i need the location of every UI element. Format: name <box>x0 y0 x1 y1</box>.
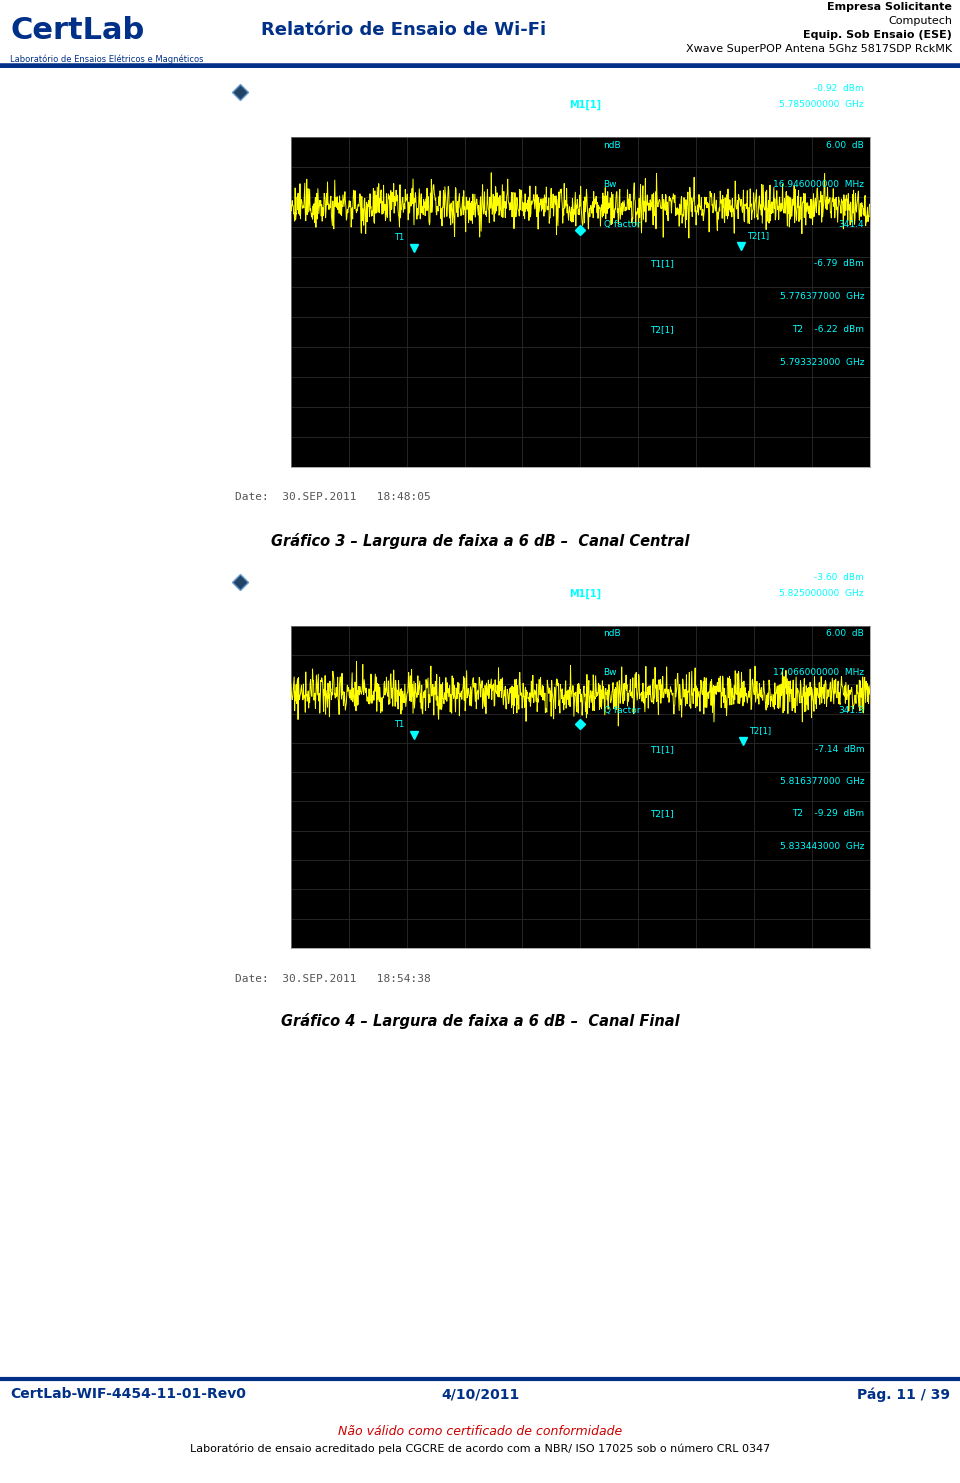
Text: Bw: Bw <box>604 181 617 190</box>
Text: Computech: Computech <box>888 16 952 27</box>
Text: T1: T1 <box>394 721 404 730</box>
Text: ndB: ndB <box>604 629 621 638</box>
Text: Relatório de Ensaio de Wi-Fi: Relatório de Ensaio de Wi-Fi <box>260 21 546 39</box>
Text: 10 dBm: 10 dBm <box>257 193 290 202</box>
Text: Gráfico 3 – Largura de faixa a 6 dB –  Canal Central: Gráfico 3 – Largura de faixa a 6 dB – Ca… <box>271 532 689 549</box>
Text: -70 dBm: -70 dBm <box>254 914 290 922</box>
Text: -3.60  dBm: -3.60 dBm <box>814 574 864 583</box>
Text: 6.00  dB: 6.00 dB <box>827 629 864 638</box>
Text: T2[1]: T2[1] <box>650 810 674 819</box>
Text: 1Pk
View: 1Pk View <box>250 650 271 669</box>
Text: * VBW  100  kHz: * VBW 100 kHz <box>416 589 490 599</box>
Text: T1: T1 <box>394 233 404 242</box>
Text: Não válido como certificado de conformidade: Não válido como certificado de conformid… <box>338 1425 622 1439</box>
Text: -0.92  dBm: -0.92 dBm <box>814 83 864 93</box>
Text: T2[1]: T2[1] <box>747 231 769 240</box>
Text: -50 dBm: -50 dBm <box>254 372 290 381</box>
Text: 5.785000000  GHz: 5.785000000 GHz <box>779 99 864 110</box>
Text: * Att   30  dB: * Att 30 dB <box>243 99 301 110</box>
Text: 0 dBm: 0 dBm <box>262 222 290 231</box>
Text: Span  30.0  MHz: Span 30.0 MHz <box>762 952 857 962</box>
Text: 1Pk
View: 1Pk View <box>250 162 271 181</box>
Text: Laboratório de ensaio acreditado pela CGCRE de acordo com a NBR/ ISO 17025 sob o: Laboratório de ensaio acreditado pela CG… <box>190 1443 770 1453</box>
Text: T2    -9.29  dBm: T2 -9.29 dBm <box>792 810 864 819</box>
Text: ndB: ndB <box>604 141 621 150</box>
Text: 6.00  dB: 6.00 dB <box>827 141 864 150</box>
Text: -50 dBm: -50 dBm <box>254 856 290 865</box>
Text: 5.833443000  GHz: 5.833443000 GHz <box>780 841 864 851</box>
Text: T1[1]: T1[1] <box>650 744 674 753</box>
Text: 4/10/2011: 4/10/2011 <box>441 1387 519 1401</box>
Text: -60 dBm: -60 dBm <box>254 885 290 894</box>
Text: 20 dBm: 20 dBm <box>257 163 290 172</box>
Text: 5.825000000  GHz: 5.825000000 GHz <box>780 589 864 599</box>
Text: CertLab: CertLab <box>10 16 144 44</box>
Text: -10 dBm: -10 dBm <box>254 252 290 262</box>
Text: Offs  5.00  dB: Offs 5.00 dB <box>243 574 304 583</box>
Text: Equip. Sob Ensaio (ESE): Equip. Sob Ensaio (ESE) <box>804 30 952 40</box>
Text: Span  30.0  MHz: Span 30.0 MHz <box>762 472 857 482</box>
Text: 0 dBm: 0 dBm <box>262 709 290 718</box>
Text: -40 dBm: -40 dBm <box>254 343 290 351</box>
Text: * Att   30  dB: * Att 30 dB <box>243 589 301 599</box>
Text: -10 dBm: -10 dBm <box>254 739 290 747</box>
Text: 17.066000000  MHz: 17.066000000 MHz <box>773 667 864 676</box>
Text: Ref  25.00  dBm: Ref 25.00 dBm <box>243 605 316 614</box>
Text: Empresa Solicitante: Empresa Solicitante <box>828 1 952 12</box>
Text: Date:  30.SEP.2011   18:54:38: Date: 30.SEP.2011 18:54:38 <box>235 974 431 985</box>
Text: 5.816377000  GHz: 5.816377000 GHz <box>780 777 864 786</box>
Text: Bw: Bw <box>604 667 617 676</box>
Text: CF  5.785  GHz: CF 5.785 GHz <box>243 472 328 482</box>
Text: -60 dBm: -60 dBm <box>254 403 290 412</box>
Text: Pág. 11 / 39: Pág. 11 / 39 <box>857 1387 950 1401</box>
Text: -30 dBm: -30 dBm <box>254 796 290 805</box>
Text: Xwave SuperPOP Antena 5Ghz 5817SDP RckMK: Xwave SuperPOP Antena 5Ghz 5817SDP RckMK <box>685 44 952 53</box>
Text: M1[1]: M1[1] <box>569 99 601 110</box>
Text: 10 dBm: 10 dBm <box>257 679 290 690</box>
Text: T2    -6.22  dBm: T2 -6.22 dBm <box>792 325 864 335</box>
Text: Offs  5.00  dB: Offs 5.00 dB <box>243 83 304 93</box>
Text: Date:  30.SEP.2011   18:48:05: Date: 30.SEP.2011 18:48:05 <box>235 492 431 503</box>
Text: 5.793323000  GHz: 5.793323000 GHz <box>780 359 864 368</box>
Text: CertLab-WIF-4454-11-01-Rev0: CertLab-WIF-4454-11-01-Rev0 <box>10 1387 246 1401</box>
Text: * VBW  100  kHz: * VBW 100 kHz <box>416 99 490 110</box>
Text: SWT  5ms: SWT 5ms <box>416 605 461 614</box>
Text: Q factor: Q factor <box>604 219 640 228</box>
Text: -7.14  dBm: -7.14 dBm <box>815 744 864 753</box>
Text: 16.946000000  MHz: 16.946000000 MHz <box>773 181 864 190</box>
Text: -6.79  dBm: -6.79 dBm <box>814 260 864 268</box>
Text: * RBW  100  kHz: * RBW 100 kHz <box>416 574 490 583</box>
Text: T2[1]: T2[1] <box>749 727 771 736</box>
Text: 341.4: 341.4 <box>839 219 864 228</box>
Text: T2[1]: T2[1] <box>650 325 674 335</box>
Text: * RBW  100  kHz: * RBW 100 kHz <box>416 83 490 93</box>
Text: SWT  5ms: SWT 5ms <box>416 117 461 126</box>
Text: -30 dBm: -30 dBm <box>254 313 290 322</box>
Text: -40 dBm: -40 dBm <box>254 826 290 835</box>
Text: -20 dBm: -20 dBm <box>254 283 290 292</box>
Text: Ref  25.00  dBm: Ref 25.00 dBm <box>243 117 316 126</box>
Text: M1[1]: M1[1] <box>569 589 601 599</box>
Text: 20 dBm: 20 dBm <box>257 651 290 660</box>
Text: CF  5.825  GHz: CF 5.825 GHz <box>243 952 328 962</box>
Text: 5.776377000  GHz: 5.776377000 GHz <box>780 292 864 301</box>
Text: -20 dBm: -20 dBm <box>254 768 290 777</box>
Text: 341.3: 341.3 <box>838 706 864 715</box>
Text: T1[1]: T1[1] <box>650 260 674 268</box>
Text: Q factor: Q factor <box>604 706 640 715</box>
Text: -70 dBm: -70 dBm <box>254 433 290 442</box>
Text: Laboratório de Ensaios Elétricos e Magnéticos: Laboratório de Ensaios Elétricos e Magné… <box>10 53 204 64</box>
Text: Gráfico 4 – Largura de faixa a 6 dB –  Canal Final: Gráfico 4 – Largura de faixa a 6 dB – Ca… <box>280 1013 680 1029</box>
